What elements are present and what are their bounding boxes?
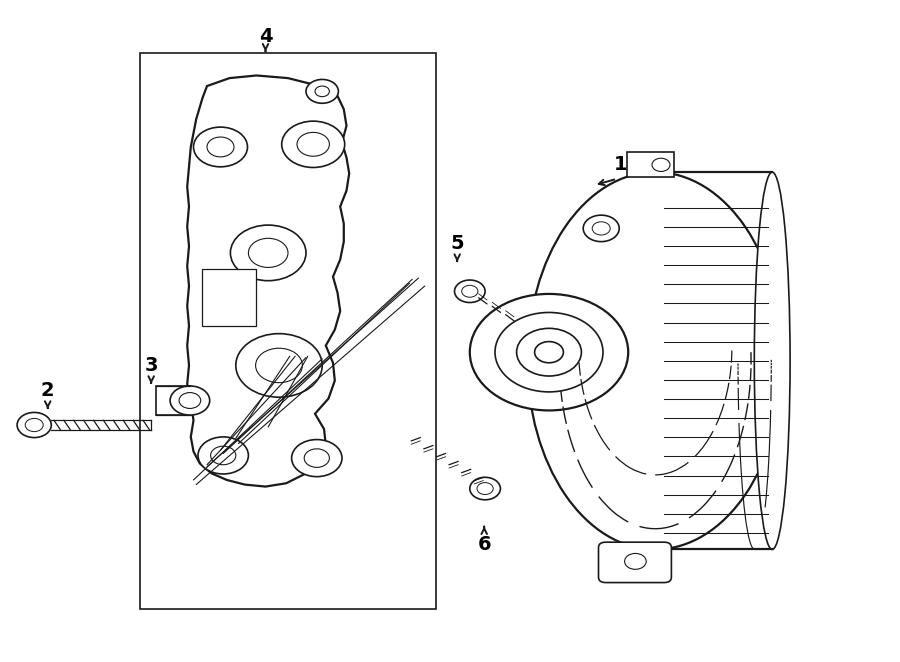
Text: 2: 2 [40, 381, 55, 400]
Circle shape [315, 86, 329, 97]
Circle shape [625, 553, 646, 569]
Circle shape [248, 238, 288, 267]
Text: 3: 3 [145, 356, 158, 375]
Circle shape [198, 437, 248, 474]
Circle shape [477, 483, 493, 495]
Circle shape [17, 412, 51, 438]
Circle shape [470, 294, 628, 410]
Circle shape [256, 348, 302, 383]
Circle shape [211, 446, 236, 465]
Circle shape [297, 132, 329, 156]
Bar [140, 53, 436, 609]
Circle shape [462, 285, 478, 297]
Text: 4: 4 [258, 27, 273, 46]
Bar [156, 386, 190, 415]
Circle shape [236, 334, 322, 397]
Circle shape [652, 158, 670, 171]
Circle shape [306, 79, 338, 103]
Circle shape [25, 418, 43, 432]
Bar [202, 269, 256, 326]
FancyBboxPatch shape [598, 542, 671, 583]
Circle shape [470, 477, 500, 500]
Circle shape [282, 121, 345, 167]
Bar [627, 152, 674, 177]
Ellipse shape [527, 172, 783, 549]
Text: 1: 1 [614, 155, 628, 173]
Text: 6: 6 [477, 535, 491, 553]
Circle shape [179, 393, 201, 408]
Circle shape [454, 280, 485, 303]
Circle shape [207, 137, 234, 157]
Text: 5: 5 [450, 234, 464, 253]
Circle shape [170, 386, 210, 415]
Polygon shape [187, 75, 349, 487]
Circle shape [230, 225, 306, 281]
Circle shape [517, 328, 581, 376]
Circle shape [292, 440, 342, 477]
Ellipse shape [754, 172, 790, 549]
Circle shape [495, 312, 603, 392]
Circle shape [304, 449, 329, 467]
Circle shape [583, 215, 619, 242]
Circle shape [592, 222, 610, 235]
Circle shape [194, 127, 248, 167]
Circle shape [535, 342, 563, 363]
